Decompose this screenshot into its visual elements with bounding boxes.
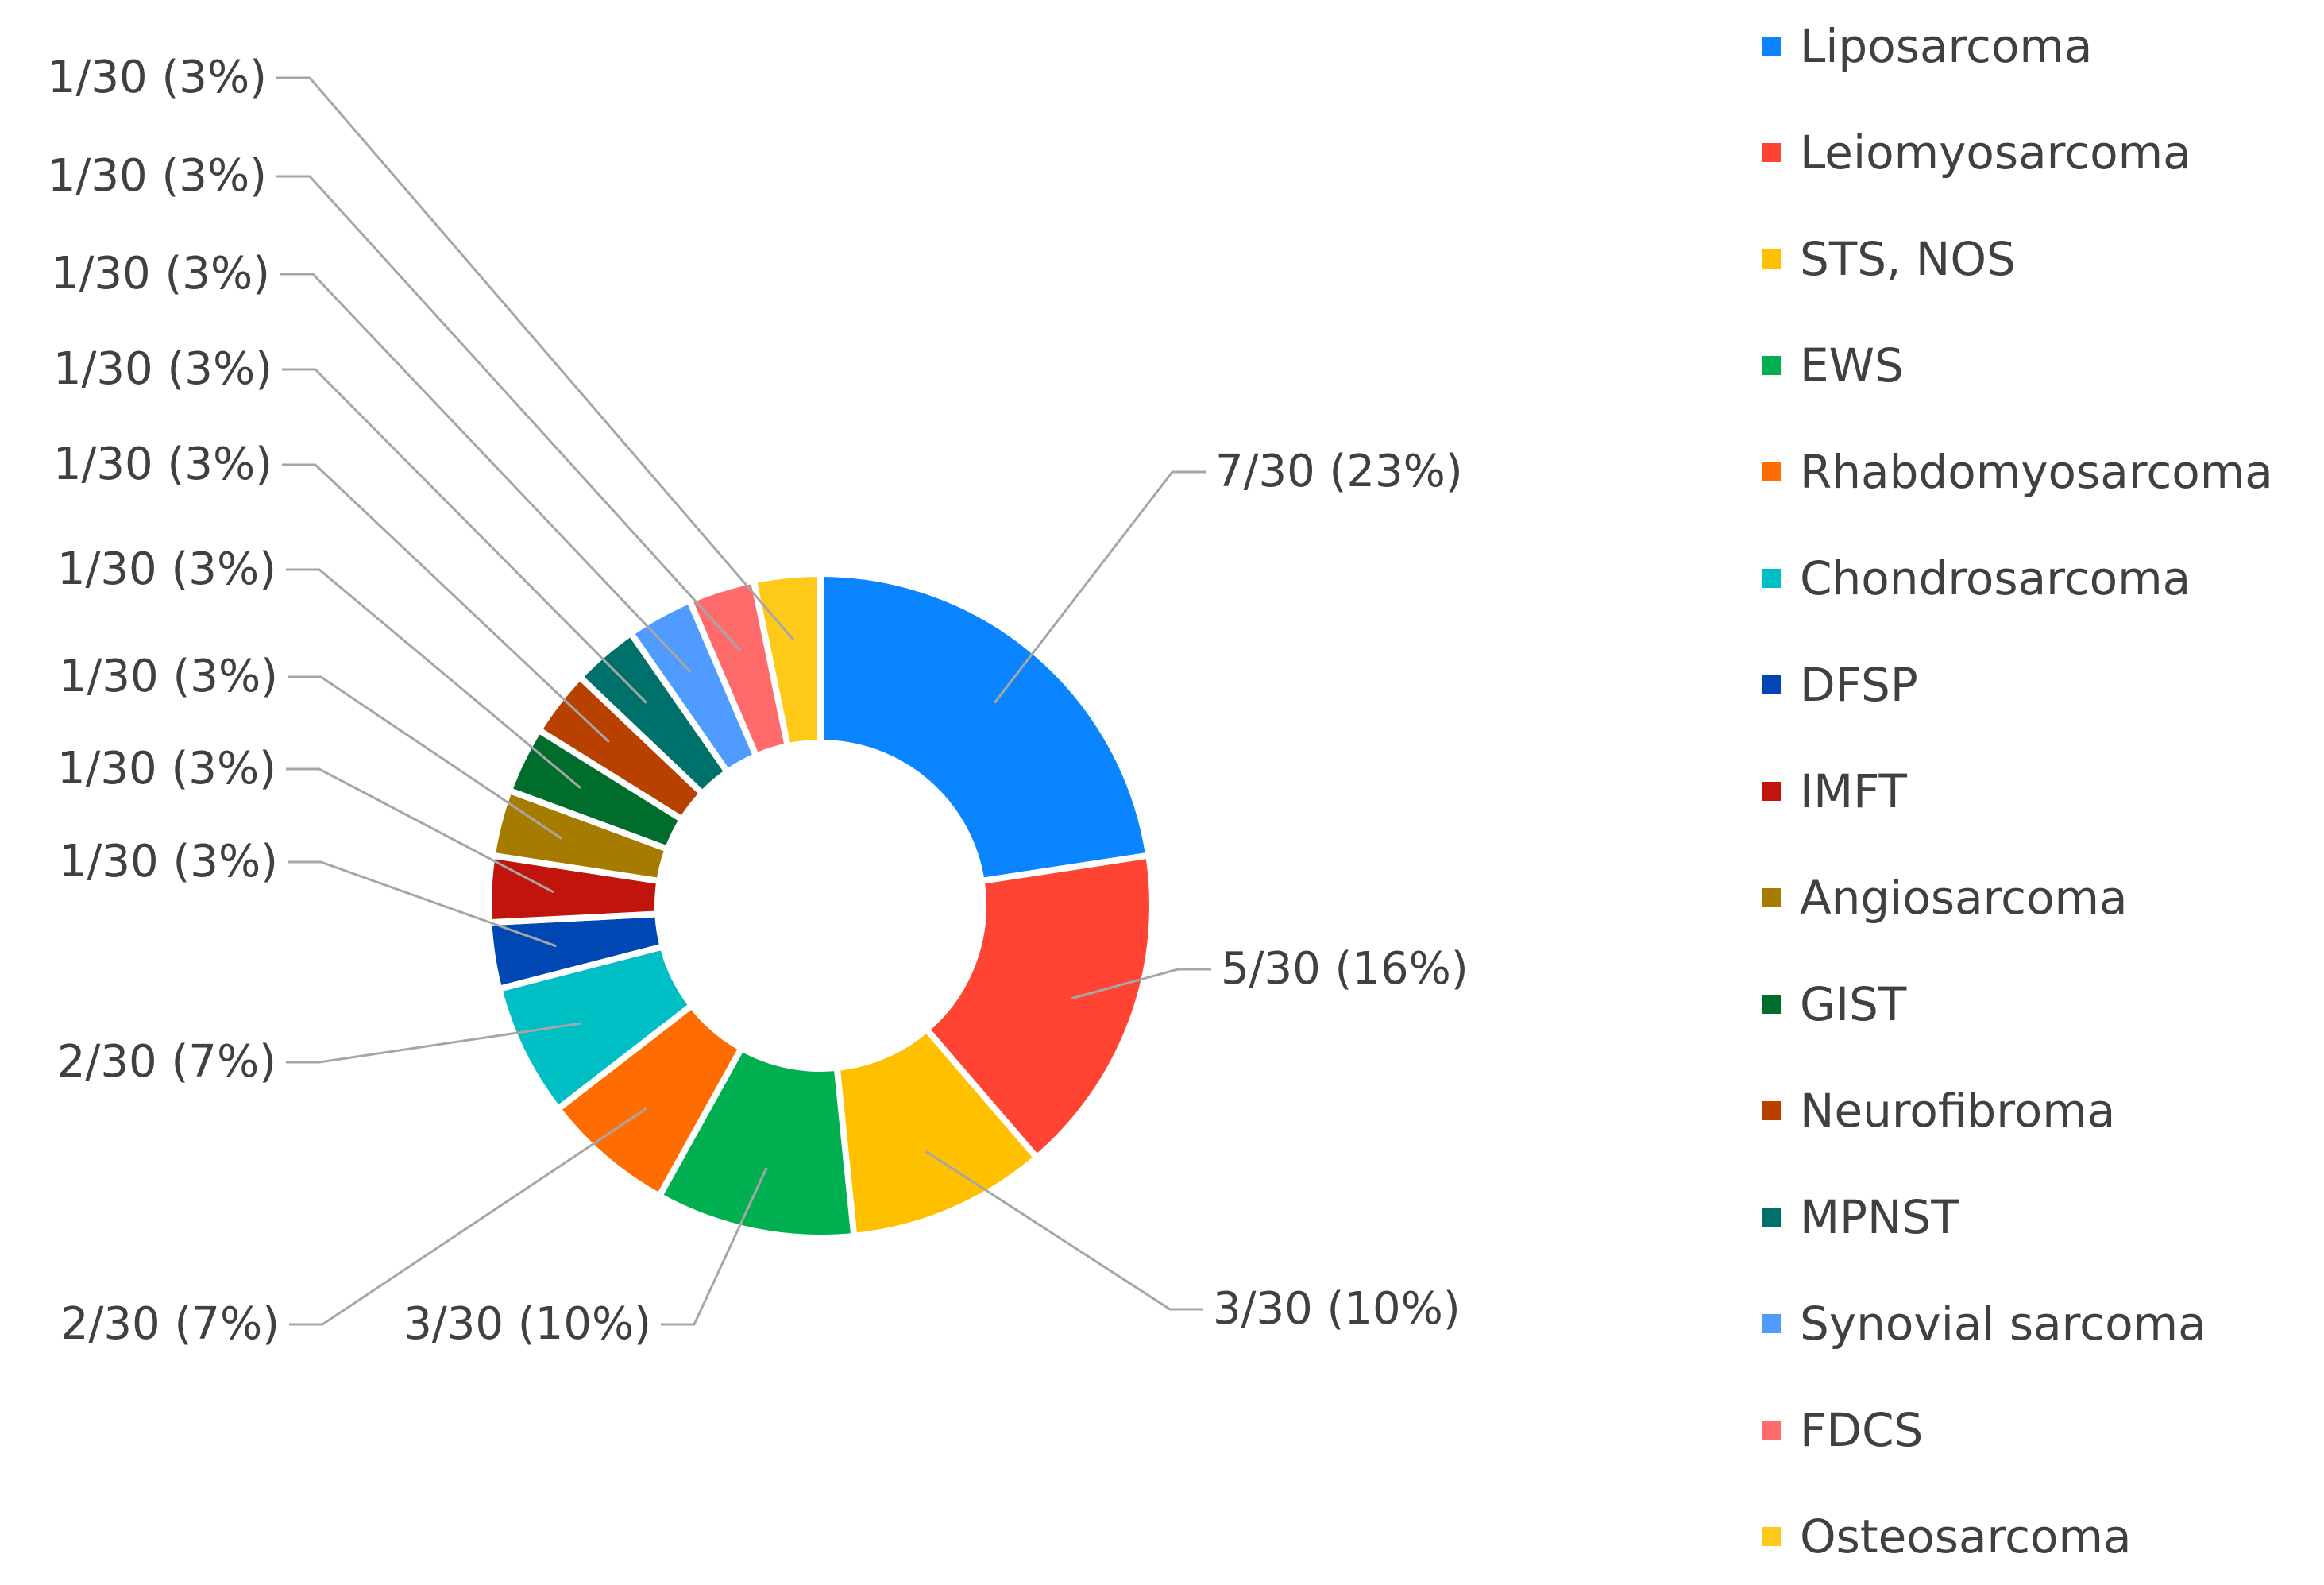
data-label-dfsp: 1/30 (3%) — [59, 836, 278, 887]
leader-line-leiomyosarcoma — [1071, 968, 1211, 1000]
data-label-neurofibroma: 1/30 (3%) — [53, 439, 272, 490]
legend-swatch-imft — [1762, 782, 1781, 801]
legend-swatch-neurofibroma — [1762, 1101, 1781, 1120]
legend-label-angiosarcoma: Angiosarcoma — [1800, 871, 2128, 925]
legend-swatch-ews — [1762, 356, 1781, 375]
slice-leiomyosarcoma — [923, 852, 1156, 1162]
slice-osteosarcoma — [750, 570, 824, 750]
data-label-ews: 3/30 (10%) — [403, 1298, 651, 1350]
leader-line-chondrosarcoma — [286, 1022, 581, 1064]
data-label-leiomyosarcoma: 5/30 (16%) — [1221, 943, 1469, 995]
legend-label-liposarcoma: Liposarcoma — [1800, 19, 2092, 73]
leader-line-rhabdomyosarcoma — [289, 1108, 647, 1326]
leader-lines — [276, 76, 1211, 1326]
leader-line-neurofibroma — [282, 463, 610, 744]
legend-swatch-rhabdomyosarcoma — [1762, 462, 1781, 481]
legend-label-ews: EWS — [1800, 338, 1904, 392]
legend-swatch-leiomyosarcoma — [1762, 143, 1781, 162]
data-labels: 7/30 (23%) 5/30 (16%) 3/30 (10%) 3/30 (10%)… — [48, 52, 1469, 1350]
legend-swatch-dfsp — [1762, 675, 1781, 694]
leader-line-sts-nos — [925, 1150, 1203, 1311]
legend-swatch-liposarcoma — [1762, 37, 1781, 56]
legend-swatch-fdcs — [1762, 1421, 1781, 1440]
leader-line-ews — [661, 1166, 768, 1326]
legend-swatch-synovial-sarcoma — [1762, 1314, 1781, 1333]
legend-label-gist: GIST — [1800, 977, 1907, 1031]
leader-line-fdcs — [276, 175, 742, 651]
legend-label-leiomyosarcoma: Leiomyosarcoma — [1800, 126, 2191, 180]
leader-line-liposarcoma — [993, 470, 1206, 704]
leader-line-dfsp — [288, 860, 557, 948]
leader-line-mpnst — [282, 368, 647, 704]
legend-label-chondrosarcoma: Chondrosarcoma — [1800, 551, 2191, 605]
legend-label-sts-nos: STS, NOS — [1800, 232, 2016, 286]
legend-swatch-gist — [1762, 995, 1781, 1014]
leader-line-synovial-sarcoma — [280, 273, 692, 673]
legend-label-neurofibroma: Neurofibroma — [1800, 1084, 2115, 1138]
legend-label-rhabdomyosarcoma: Rhabdomyosarcoma — [1800, 445, 2273, 499]
slice-liposarcoma — [817, 570, 1152, 884]
data-label-chondrosarcoma: 2/30 (7%) — [57, 1036, 276, 1088]
leader-line-imft — [286, 767, 554, 894]
data-label-synovial-sarcoma: 1/30 (3%) — [51, 248, 270, 300]
data-label-liposarcoma: 7/30 (23%) — [1215, 446, 1463, 497]
data-label-osteosarcoma: 1/30 (3%) — [48, 52, 267, 103]
data-label-fdcs: 1/30 (3%) — [48, 150, 267, 202]
data-label-imft: 1/30 (3%) — [57, 743, 276, 794]
legend-label-synovial-sarcoma: Synovial sarcoma — [1800, 1297, 2206, 1351]
legend-swatch-angiosarcoma — [1762, 888, 1781, 907]
legend-label-osteosarcoma: Osteosarcoma — [1800, 1510, 2132, 1564]
legend-label-dfsp: DFSP — [1800, 658, 1918, 712]
legend-label-imft: IMFT — [1800, 764, 1907, 818]
leader-line-angiosarcoma — [288, 675, 563, 840]
legend-swatch-sts-nos — [1762, 249, 1781, 269]
leader-line-osteosarcoma — [276, 76, 795, 641]
legend-swatch-osteosarcoma — [1762, 1527, 1781, 1546]
doughnut-slices — [485, 570, 1156, 1241]
data-label-gist: 1/30 (3%) — [57, 543, 276, 595]
legend-swatch-mpnst — [1762, 1208, 1781, 1227]
leader-line-gist — [286, 568, 581, 789]
legend-label-fdcs: FDCS — [1800, 1403, 1923, 1457]
legend: Liposarcoma Leiomyosarcoma STS, NOS EWS Rhab… — [1762, 19, 2273, 1564]
data-label-sts-nos: 3/30 (10%) — [1213, 1283, 1461, 1335]
data-label-rhabdomyosarcoma: 2/30 (7%) — [60, 1298, 280, 1350]
data-label-angiosarcoma: 1/30 (3%) — [59, 651, 278, 702]
legend-label-mpnst: MPNST — [1800, 1190, 1959, 1244]
legend-swatch-chondrosarcoma — [1762, 569, 1781, 588]
data-label-mpnst: 1/30 (3%) — [53, 343, 272, 395]
